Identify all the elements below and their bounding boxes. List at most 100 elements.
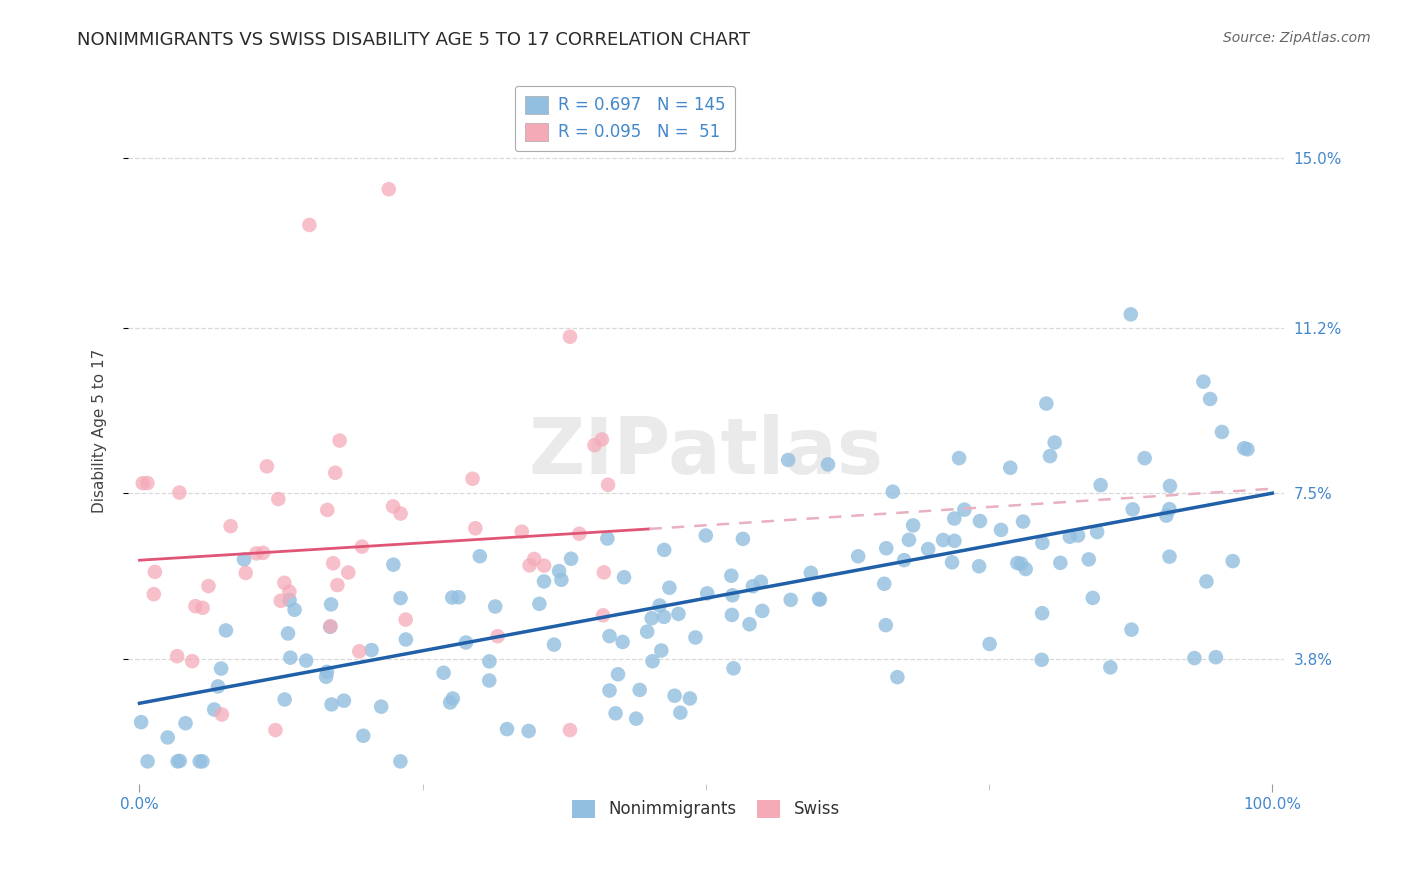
Point [543, 638, 565, 652]
Point [389, 755, 412, 769]
Point [1031, 606, 1053, 620]
Point [652, 542, 675, 557]
Point [166, 755, 188, 769]
Point [478, 673, 501, 688]
Point [245, 546, 267, 560]
Point [778, 453, 800, 467]
Point [326, 578, 349, 592]
Point [233, 552, 256, 566]
Point [1014, 562, 1036, 576]
Point [215, 624, 238, 638]
Point [1122, 502, 1144, 516]
Point [875, 541, 897, 556]
Point [751, 604, 773, 618]
Text: NONIMMIGRANTS VS SWISS DISABILITY AGE 5 TO 17 CORRELATION CHART: NONIMMIGRANTS VS SWISS DISABILITY AGE 5 … [77, 31, 751, 49]
Point [181, 654, 204, 668]
Point [558, 329, 581, 343]
Point [441, 591, 464, 605]
Point [1035, 396, 1057, 410]
Point [329, 434, 352, 448]
Point [1085, 524, 1108, 539]
Point [1081, 591, 1104, 605]
Point [741, 579, 763, 593]
Point [319, 598, 342, 612]
Point [277, 626, 299, 640]
Point [315, 670, 337, 684]
Point [685, 631, 707, 645]
Point [1031, 653, 1053, 667]
Point [1159, 502, 1181, 516]
Point [350, 540, 373, 554]
Point [560, 551, 582, 566]
Point [1184, 651, 1206, 665]
Point [969, 514, 991, 528]
Point [337, 566, 360, 580]
Point [658, 581, 681, 595]
Point [278, 593, 301, 607]
Point [948, 451, 970, 466]
Point [267, 491, 290, 506]
Point [650, 643, 672, 657]
Point [447, 591, 470, 605]
Point [209, 662, 232, 676]
Point [252, 546, 274, 560]
Point [599, 629, 621, 643]
Point [529, 597, 551, 611]
Point [721, 607, 744, 622]
Point [1077, 552, 1099, 566]
Point [1159, 479, 1181, 493]
Point [283, 603, 305, 617]
Point [395, 613, 418, 627]
Point [377, 182, 399, 196]
Point [169, 754, 191, 768]
Point [1039, 449, 1062, 463]
Point [990, 523, 1012, 537]
Point [873, 576, 896, 591]
Point [917, 542, 939, 557]
Point [808, 592, 831, 607]
Point [723, 661, 745, 675]
Point [583, 438, 606, 452]
Point [298, 218, 321, 232]
Point [370, 699, 392, 714]
Point [1090, 478, 1112, 492]
Point [191, 755, 214, 769]
Point [1233, 441, 1256, 455]
Point [486, 629, 509, 643]
Point [382, 500, 405, 514]
Point [568, 526, 591, 541]
Point [478, 654, 501, 668]
Point [1059, 530, 1081, 544]
Point [441, 691, 464, 706]
Point [943, 533, 966, 548]
Point [1067, 528, 1090, 542]
Point [143, 565, 166, 579]
Point [1211, 425, 1233, 439]
Point [316, 665, 339, 679]
Point [669, 706, 692, 720]
Point [468, 549, 491, 564]
Point [461, 472, 484, 486]
Point [1205, 650, 1227, 665]
Point [548, 564, 571, 578]
Point [319, 619, 342, 633]
Point [1133, 451, 1156, 466]
Point [612, 635, 634, 649]
Point [628, 682, 651, 697]
Point [136, 476, 159, 491]
Point [197, 579, 219, 593]
Point [256, 459, 278, 474]
Point [322, 556, 344, 570]
Point [235, 566, 257, 580]
Point [273, 692, 295, 706]
Point [319, 620, 342, 634]
Point [517, 723, 540, 738]
Point [808, 591, 831, 606]
Point [558, 723, 581, 737]
Y-axis label: Disability Age 5 to 17: Disability Age 5 to 17 [93, 349, 107, 513]
Point [202, 702, 225, 716]
Point [464, 521, 486, 535]
Point [484, 599, 506, 614]
Point [607, 667, 630, 681]
Point [169, 485, 191, 500]
